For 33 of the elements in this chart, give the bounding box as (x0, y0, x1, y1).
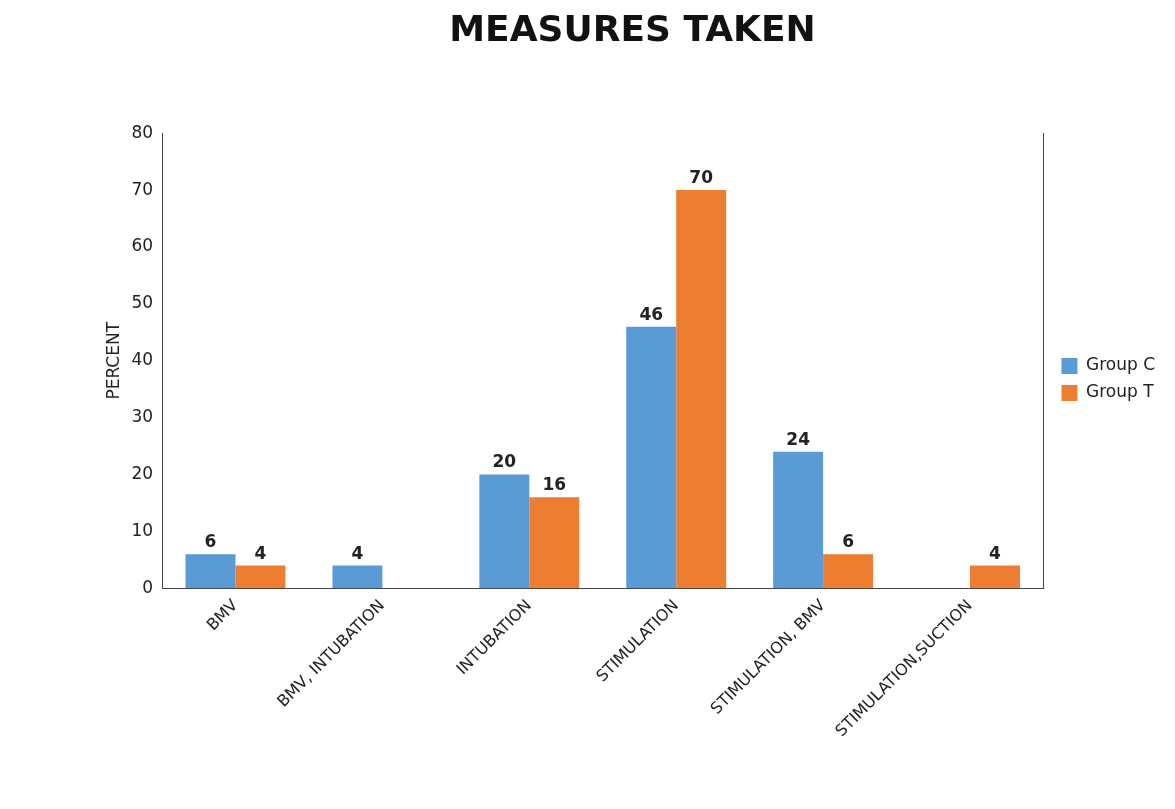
chart-title: MEASURES TAKEN (449, 7, 816, 49)
y-tick-label: 10 (131, 519, 154, 540)
y-tick-label: 40 (131, 349, 154, 370)
bar (773, 451, 824, 589)
bar (235, 565, 286, 589)
data-label: 4 (351, 542, 364, 563)
data-label: 20 (492, 451, 517, 472)
bar (676, 190, 727, 589)
y-tick-label: 60 (131, 235, 154, 256)
bar (529, 497, 580, 589)
bar (626, 326, 677, 589)
data-label: 16 (542, 474, 567, 495)
y-axis-title: PERCENT (102, 321, 123, 400)
data-label: 4 (254, 542, 267, 563)
data-label: 4 (989, 542, 1002, 563)
bar (185, 554, 236, 589)
y-tick-label: 0 (142, 576, 154, 597)
data-label: 70 (689, 167, 714, 188)
bar (332, 565, 383, 589)
bar (823, 554, 874, 589)
y-tick-label: 80 (131, 121, 154, 142)
data-label: 24 (786, 428, 811, 449)
data-label: 6 (842, 531, 855, 552)
bar (970, 565, 1020, 589)
data-label: 46 (639, 303, 664, 324)
y-tick-label: 20 (131, 462, 154, 483)
bar (479, 474, 530, 589)
y-tick-label: 70 (131, 178, 154, 199)
legend-label: Group T (1085, 381, 1155, 402)
data-label: 6 (204, 531, 217, 552)
y-tick-label: 30 (131, 406, 154, 427)
y-tick-label: 50 (131, 292, 154, 313)
legend-label: Group C (1085, 354, 1155, 375)
